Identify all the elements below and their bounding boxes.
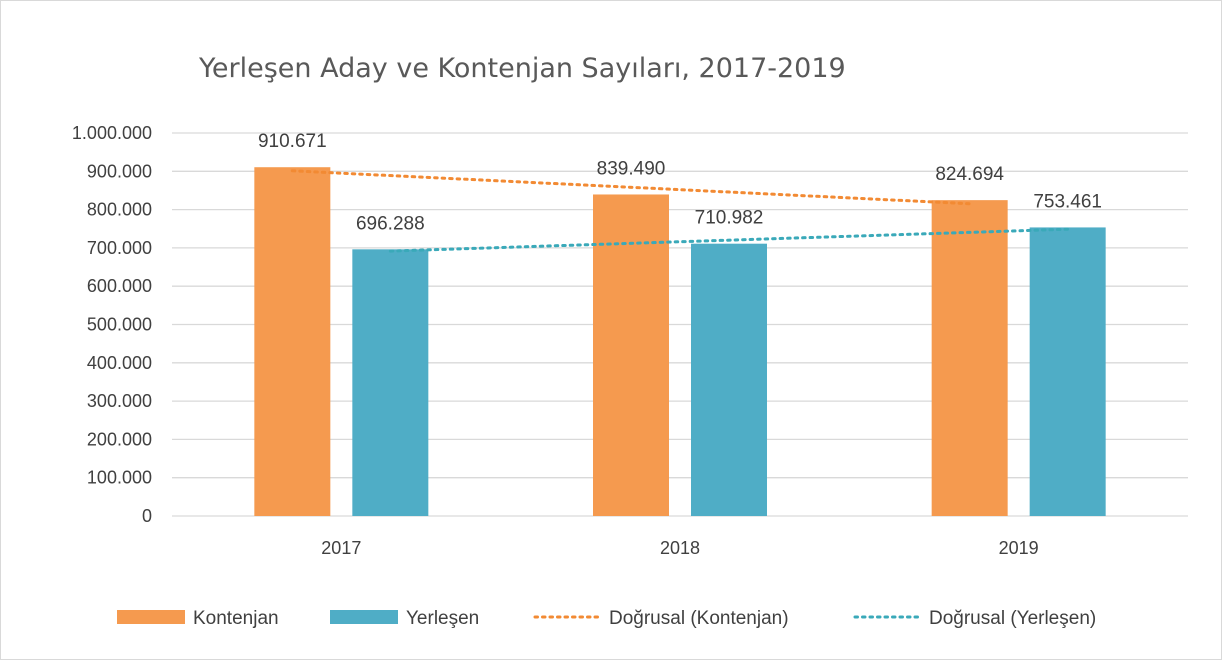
y-tick-label: 0 [142, 506, 152, 526]
data-label: 696.288 [356, 213, 425, 234]
legend-trend-kontenjan-label: Doğrusal (Kontenjan) [609, 608, 789, 629]
y-tick-label: 200.000 [87, 429, 152, 449]
gridlines [172, 132, 1188, 517]
bars [254, 167, 1106, 516]
x-tick-label: 2018 [660, 538, 700, 558]
data-label: 839.490 [597, 158, 666, 179]
data-label: 710.982 [695, 208, 764, 229]
y-tick-label: 100.000 [87, 468, 152, 488]
x-tick-label: 2019 [999, 538, 1039, 558]
x-tick-label: 2017 [321, 538, 361, 558]
y-tick-label: 400.000 [87, 353, 152, 373]
y-tick-label: 1.000.000 [72, 123, 152, 143]
legend-kontenjan-label: Kontenjan [193, 608, 279, 629]
trendline-kontenjan [290, 169, 972, 206]
bar-yerlesen-2017 [352, 249, 429, 516]
bar-kontenjan-2017 [254, 167, 331, 516]
y-tick-label: 600.000 [87, 276, 152, 296]
data-labels: 910.671 839.490 824.694 696.288 710.982 753.4… [258, 131, 1102, 234]
data-label: 753.461 [1033, 191, 1102, 212]
chart-title: Yerleşen Aday ve Kontenjan Sayıları, 201… [198, 53, 846, 84]
bar-yerlesen-2019 [1029, 227, 1106, 516]
x-axis: 2017 2018 2019 [321, 538, 1038, 558]
trendline-yerlesen [388, 227, 1070, 253]
legend: Kontenjan Yerleşen Doğrusal (Kontenjan) Doğ… [117, 608, 1096, 629]
legend-yerlesen-swatch [330, 610, 398, 624]
y-axis: 0 100.000 200.000 300.000 400.000 500.000 600.… [72, 123, 152, 526]
bar-kontenjan-2018 [593, 194, 669, 516]
data-label: 910.671 [258, 131, 327, 152]
y-tick-label: 500.000 [87, 315, 152, 335]
trendlines [290, 169, 1070, 253]
y-tick-label: 700.000 [87, 238, 152, 258]
legend-yerlesen-label: Yerleşen [406, 608, 479, 629]
bar-kontenjan-2019 [931, 200, 1008, 516]
legend-trend-yerlesen-label: Doğrusal (Yerleşen) [929, 608, 1096, 629]
y-tick-label: 300.000 [87, 391, 152, 411]
y-tick-label: 800.000 [87, 200, 152, 220]
legend-kontenjan-swatch [117, 610, 185, 624]
y-tick-label: 900.000 [87, 161, 152, 181]
data-label: 824.694 [935, 164, 1004, 185]
bar-yerlesen-2018 [691, 243, 767, 516]
